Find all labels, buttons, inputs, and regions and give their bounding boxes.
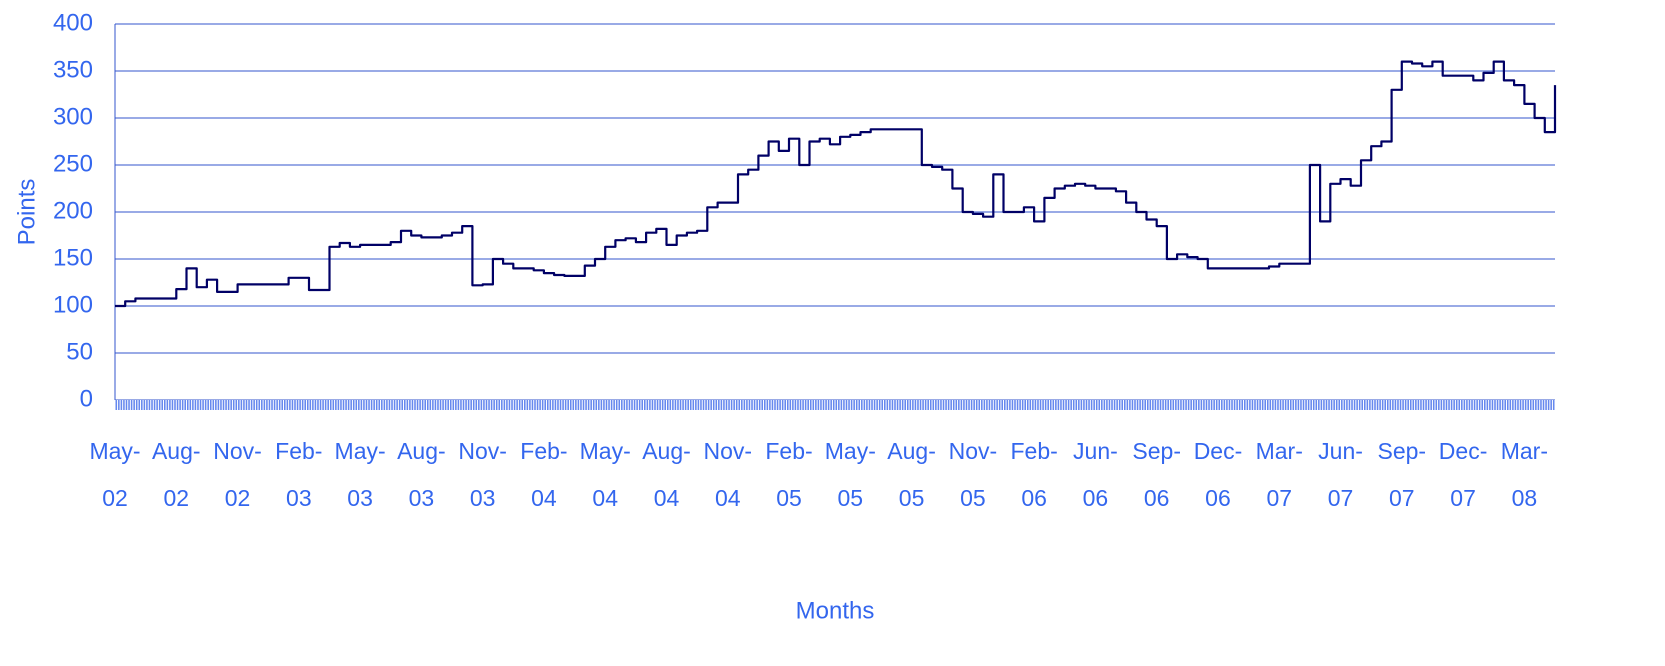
x-tick-label: Dec-06	[1193, 438, 1243, 511]
y-tick-label: 150	[53, 244, 93, 271]
y-tick-label: 300	[53, 103, 93, 130]
x-tick-label: Feb-05	[765, 438, 813, 511]
x-tick-label: Nov-03	[458, 438, 507, 511]
x-tick-label: Aug-03	[397, 438, 446, 511]
line-series	[115, 60, 1557, 308]
x-tick-label: Jun-07	[1318, 438, 1363, 511]
y-tick-label: 200	[53, 197, 93, 224]
x-tick-label: Sep-07	[1377, 438, 1427, 511]
y-tick-label: 0	[80, 385, 93, 412]
x-tick-label: May-02	[89, 438, 141, 511]
x-tick-label: Aug-04	[642, 438, 691, 511]
x-tick-label: Feb-04	[520, 438, 568, 511]
x-tick-label: Nov-05	[948, 438, 998, 511]
x-tick-label: Mar-08	[1500, 438, 1548, 511]
y-tick-label: 250	[53, 150, 93, 177]
x-tick-label: May-03	[334, 438, 386, 511]
x-tick-label: May-04	[579, 438, 631, 511]
x-tick-label: Mar-07	[1255, 438, 1303, 511]
y-tick-label: 50	[66, 338, 93, 365]
x-tick-label: Nov-04	[703, 438, 753, 511]
x-tick-label: Sep-06	[1132, 438, 1181, 511]
y-axis-label: Points	[13, 179, 40, 246]
x-tick-label: Feb-06	[1010, 438, 1058, 511]
x-tick-label: Dec-07	[1438, 438, 1488, 511]
x-tick-label: Feb-03	[275, 438, 323, 511]
y-tick-label: 400	[53, 9, 93, 36]
x-tick-label: May-05	[824, 438, 876, 511]
x-tick-label: Aug-05	[887, 438, 936, 511]
x-tick-label: Jun-06	[1073, 438, 1118, 511]
x-tick-label: Aug-02	[151, 438, 201, 511]
x-axis-label: Months	[796, 597, 875, 624]
y-tick-label: 350	[53, 56, 93, 83]
y-tick-label: 100	[53, 291, 93, 318]
x-tick-label: Nov-02	[213, 438, 262, 511]
